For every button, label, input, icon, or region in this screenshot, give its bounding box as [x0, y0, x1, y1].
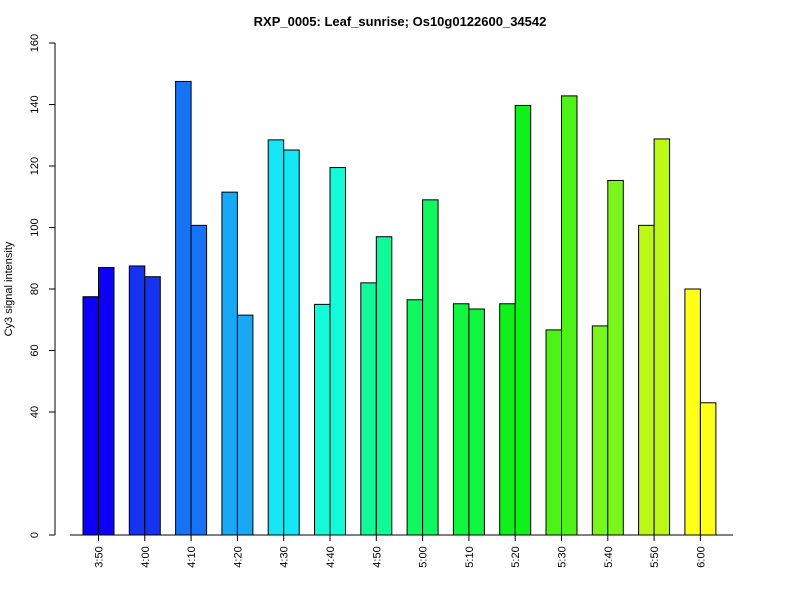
x-tick-label: 4:40 [325, 546, 337, 567]
x-tick-label: 4:20 [232, 546, 244, 567]
x-tick-label: 5:50 [649, 546, 661, 567]
x-tick-label: 5:40 [603, 546, 615, 567]
x-tick-label: 4:50 [371, 546, 383, 567]
bar-440-s1 [314, 303, 331, 536]
bar-530-s2 [561, 95, 578, 536]
bar-510-s1 [452, 303, 470, 536]
y-tick-label: 160 [29, 34, 41, 52]
y-tick-label: 80 [29, 283, 41, 295]
bar-350-s1 [82, 296, 99, 536]
bar-500-s2 [422, 199, 439, 536]
x-tick-label: 4:10 [186, 546, 198, 567]
bar-440-s2 [329, 167, 346, 536]
bar-530-s1 [545, 329, 562, 536]
bar-600-s1 [684, 288, 701, 536]
x-tick-label: 5:20 [510, 546, 522, 567]
bar-540-s1 [591, 325, 609, 536]
bar-550-s1 [638, 224, 655, 536]
x-axis: 3:50 4:00 4:10 4:20 4:30 4:40 4:50 5:00 5:10 5:20… [70, 534, 733, 568]
bar-410-s1 [175, 80, 192, 536]
y-tick-label: 120 [29, 157, 41, 175]
bar-450-s1 [360, 282, 377, 536]
bar-600-s2 [699, 402, 717, 536]
bar-550-s2 [653, 138, 671, 536]
chart-title: RXP_0005: Leaf_sunrise; Os10g0122600_345… [254, 14, 547, 29]
bars-group [82, 80, 717, 536]
bar-430-s2 [283, 149, 300, 536]
x-tick-label: 5:30 [557, 546, 569, 567]
bar-420-s1 [221, 191, 238, 536]
bar-540-s2 [607, 179, 624, 536]
y-tick-label: 40 [29, 406, 41, 418]
bar-500-s1 [406, 299, 424, 536]
bar-520-s2 [514, 104, 532, 536]
bar-400-s1 [128, 265, 146, 536]
bar-520-s1 [499, 303, 516, 536]
x-tick-label: 4:30 [279, 546, 291, 567]
bar-400-s2 [144, 276, 161, 536]
x-tick-label: 4:00 [140, 546, 152, 567]
y-tick-label: 0 [29, 532, 41, 538]
bar-350-s2 [98, 266, 115, 536]
y-axis-label: Cy3 signal intensity [3, 241, 15, 336]
bar-410-s2 [190, 224, 208, 536]
y-tick-label: 100 [29, 218, 41, 236]
bar-450-s2 [375, 236, 393, 536]
bar-420-s2 [236, 314, 254, 536]
x-tick-label: 3:50 [94, 546, 106, 567]
x-tick-label: 5:00 [418, 546, 430, 567]
y-axis: 0 40 60 80 100 120 140 160 [29, 34, 56, 538]
y-tick-label: 140 [29, 95, 41, 113]
x-tick-label: 5:10 [464, 546, 476, 567]
y-tick-label: 60 [29, 344, 41, 356]
bar-430-s1 [267, 139, 285, 536]
bar-510-s2 [468, 308, 485, 536]
x-tick-label: 6:00 [695, 546, 707, 567]
